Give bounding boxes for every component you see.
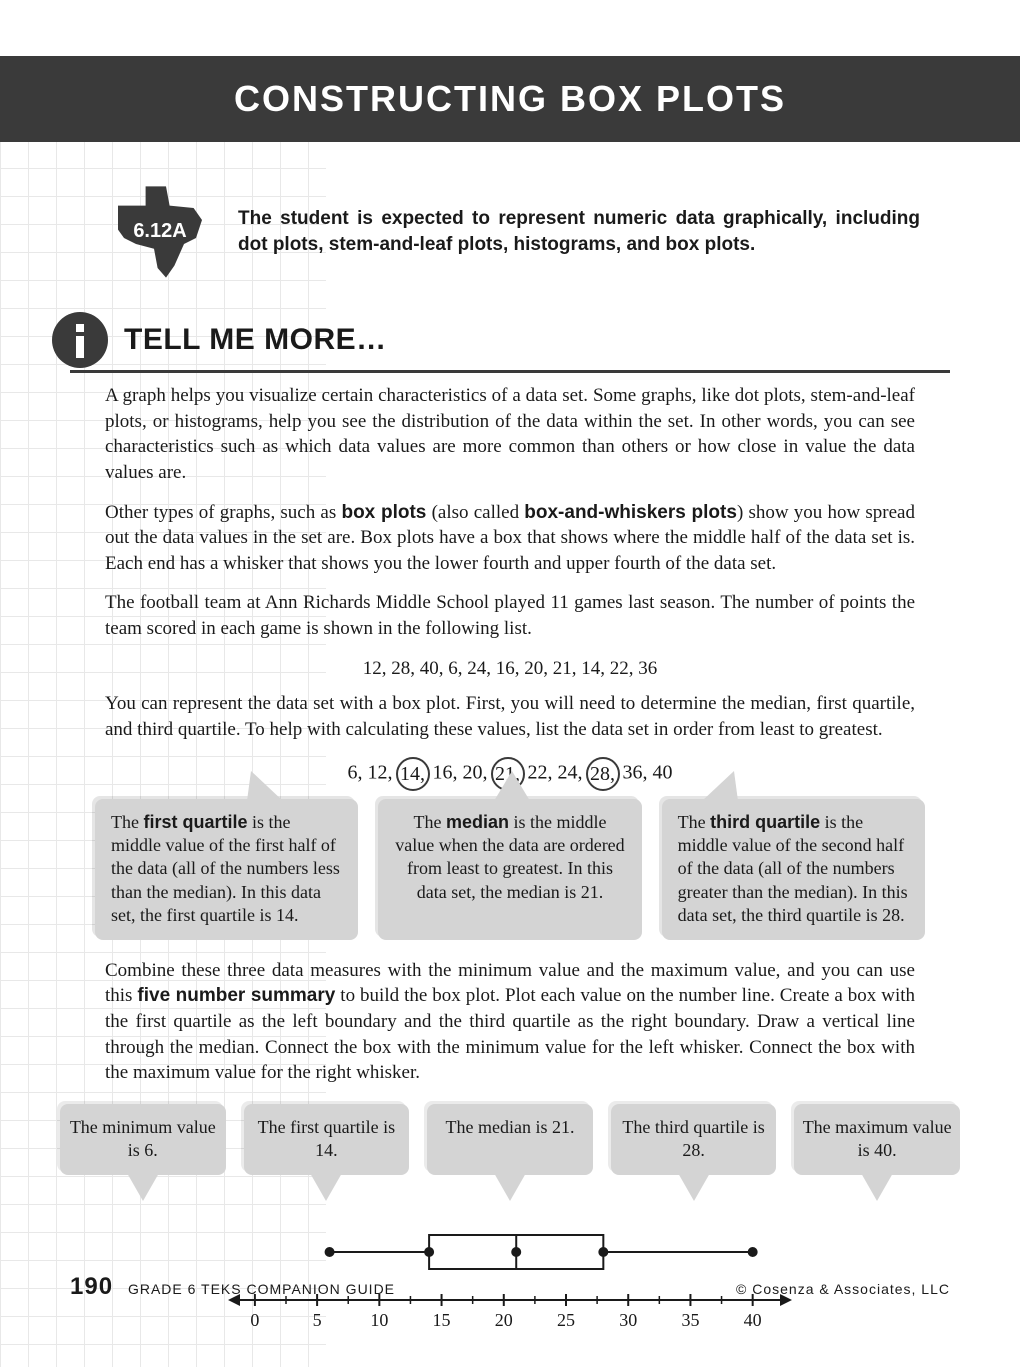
book-title: GRADE 6 TEKS COMPANION GUIDE (128, 1281, 395, 1297)
median-callout: The median is the middle value when the … (378, 799, 641, 940)
circled-q1: 14, (396, 757, 430, 791)
section-title: TELL ME MORE… (124, 323, 387, 357)
standard-text: The student is expected to represent num… (238, 206, 920, 257)
q3-box: The third quartile is 28. (611, 1104, 777, 1175)
paragraph-5: Combine these three data measures with t… (105, 958, 915, 1086)
footer: 190 GRADE 6 TEKS COMPANION GUIDE © Cosen… (0, 1273, 1020, 1301)
q1-box: The first quartile is 14. (244, 1104, 410, 1175)
standard-row: 6.12A The student is expected to represe… (0, 142, 1020, 302)
min-box: The minimum value is 6. (60, 1104, 226, 1175)
paragraph-3: The football team at Ann Richards Middle… (105, 590, 915, 641)
svg-text:25: 25 (557, 1310, 575, 1330)
boxplot-chart: 0 5 10 15 20 25 30 35 40 (190, 1205, 830, 1335)
svg-text:30: 30 (619, 1310, 637, 1330)
texas-badge: 6.12A (100, 172, 220, 292)
section-header: TELL ME MORE… (70, 312, 950, 373)
paragraph-2: Other types of graphs, such as box plots… (105, 500, 915, 577)
page-title: CONSTRUCTING BOX PLOTS (234, 78, 786, 119)
quartile-callouts: The first quartile is the middle value o… (95, 799, 925, 940)
svg-text:10: 10 (370, 1310, 388, 1330)
svg-text:15: 15 (433, 1310, 451, 1330)
svg-text:5: 5 (313, 1310, 322, 1330)
standard-code: 6.12A (100, 220, 220, 243)
svg-text:40: 40 (744, 1310, 762, 1330)
five-number-summary: The minimum value is 6. The first quarti… (60, 1104, 960, 1175)
svg-text:0: 0 (250, 1310, 259, 1330)
circled-q3: 28, (586, 757, 620, 791)
body-text: A graph helps you visualize certain char… (105, 383, 915, 743)
svg-text:20: 20 (495, 1310, 513, 1330)
page-number: 190 (70, 1273, 113, 1300)
page-title-bar: CONSTRUCTING BOX PLOTS (0, 56, 1020, 142)
paragraph-1: A graph helps you visualize certain char… (105, 383, 915, 486)
raw-data-list: 12, 28, 40, 6, 24, 16, 20, 21, 14, 22, 3… (105, 656, 915, 682)
copyright: © Cosenza & Associates, LLC (736, 1281, 950, 1297)
svg-text:35: 35 (681, 1310, 699, 1330)
median-box: The median is 21. (427, 1104, 593, 1175)
q1-callout: The first quartile is the middle value o… (95, 799, 358, 940)
info-icon (52, 312, 108, 368)
q3-callout: The third quartile is the middle value o… (662, 799, 925, 940)
paragraph-4: You can represent the data set with a bo… (105, 691, 915, 742)
max-box: The maximum value is 40. (794, 1104, 960, 1175)
body-text-2: Combine these three data measures with t… (105, 958, 915, 1086)
